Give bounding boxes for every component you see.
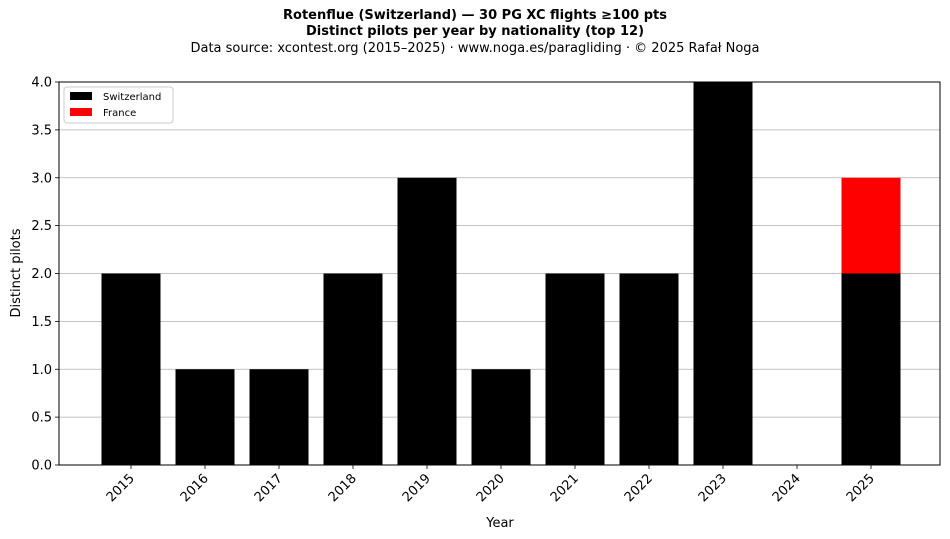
y-tick-label: 1.0 — [31, 363, 52, 378]
bar-switzerland-2016 — [175, 369, 235, 465]
y-tick-label: 2.5 — [31, 219, 52, 234]
x-tick-label: 2016 — [178, 471, 212, 505]
x-tick-label: 2021 — [548, 471, 582, 505]
chart-subtitle: Distinct pilots per year by nationality … — [305, 24, 645, 39]
bar-switzerland-2023 — [693, 82, 753, 465]
bar-switzerland-2018 — [323, 273, 383, 465]
bar-switzerland-2022 — [619, 273, 679, 465]
legend-swatch-france — [70, 108, 92, 116]
bar-switzerland-2021 — [545, 273, 605, 465]
legend-label-switzerland: Switzerland — [103, 92, 161, 103]
legend-swatch-switzerland — [70, 92, 92, 100]
x-tick-label: 2015 — [104, 471, 138, 505]
x-tick-label: 2020 — [474, 471, 508, 505]
y-axis: 0.0 0.5 1.0 1.5 2.0 2.5 3.0 3.5 4.0 — [31, 76, 59, 474]
chart-title: Rotenflue (Switzerland) — 30 PG XC fligh… — [283, 8, 667, 23]
x-tick-label: 2017 — [252, 471, 286, 505]
bar-switzerland-2017 — [249, 369, 309, 465]
y-tick-label: 1.5 — [31, 315, 52, 330]
bar-switzerland-2015 — [101, 273, 161, 465]
chart-source-note: Data source: xcontest.org (2015–2025) · … — [190, 41, 760, 56]
y-tick-label: 3.5 — [31, 123, 52, 138]
legend-label-france: France — [103, 108, 136, 119]
y-tick-label: 0.5 — [31, 411, 52, 426]
bar-switzerland-2025 — [841, 273, 901, 465]
bar-switzerland-2019 — [397, 177, 457, 465]
legend: Switzerland France — [63, 86, 174, 124]
x-tick-label: 2023 — [696, 471, 730, 505]
y-tick-label: 3.0 — [31, 171, 52, 186]
bar-switzerland-2020 — [471, 369, 531, 465]
bar-france-2025 — [841, 177, 901, 274]
bars — [101, 82, 901, 465]
y-tick-label: 4.0 — [31, 76, 52, 91]
x-axis-label: Year — [485, 516, 514, 531]
x-axis: 2015 2016 2017 2018 2019 2020 2021 2022 2023 2024… — [104, 465, 878, 505]
x-tick-label: 2022 — [622, 471, 656, 505]
x-tick-label: 2024 — [770, 471, 804, 505]
chart-title-block: Rotenflue (Switzerland) — 30 PG XC fligh… — [0, 8, 950, 57]
y-tick-label: 0.0 — [31, 459, 52, 474]
x-tick-label: 2019 — [400, 471, 434, 505]
x-tick-label: 2018 — [326, 471, 360, 505]
y-axis-label: Distinct pilots — [9, 228, 24, 317]
x-tick-label: 2025 — [844, 471, 878, 505]
y-tick-label: 2.0 — [31, 267, 52, 282]
